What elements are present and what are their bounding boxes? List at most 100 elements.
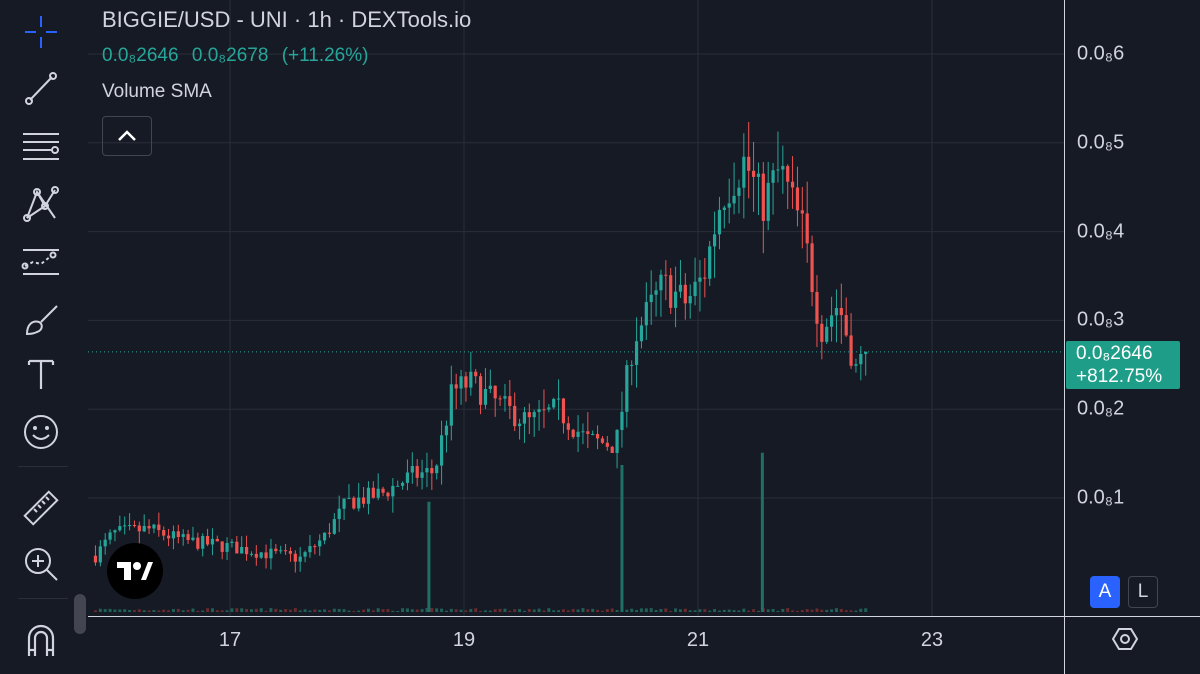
candle-body bbox=[800, 210, 804, 214]
ruler-icon[interactable] bbox=[14, 484, 68, 532]
time-axis[interactable]: 17 19 21 23 bbox=[88, 616, 1064, 674]
price-axis[interactable]: 0.0₈1 0.0₈2 0.0₈3 0.0₈4 0.0₈5 0.0₈6 bbox=[1064, 0, 1200, 616]
candle-body bbox=[318, 540, 322, 547]
volume-bar bbox=[664, 608, 668, 612]
indicator-legend-volume-sma[interactable]: Volume SMA bbox=[102, 81, 212, 102]
volume-bar bbox=[547, 608, 551, 612]
candle-body bbox=[586, 431, 590, 434]
toolbar-divider bbox=[18, 598, 68, 599]
candle-body bbox=[249, 553, 254, 555]
emoji-icon[interactable] bbox=[14, 408, 68, 456]
volume-bar bbox=[337, 608, 341, 612]
volume-bar bbox=[210, 608, 214, 612]
volume-bar bbox=[196, 610, 200, 612]
candle-body bbox=[576, 431, 580, 437]
candle-body bbox=[347, 497, 351, 499]
tradingview-logo-mark bbox=[117, 562, 153, 580]
text-icon[interactable] bbox=[14, 350, 68, 398]
volume-bar bbox=[742, 608, 746, 612]
candle-body bbox=[527, 412, 531, 418]
volume-bar bbox=[698, 609, 702, 612]
volume-bar bbox=[444, 610, 448, 612]
candle-body bbox=[259, 552, 263, 558]
symbol-legend-title[interactable]: BIGGIE/USD - UNI · 1h · DEXTools.io bbox=[102, 7, 472, 32]
volume-bar bbox=[259, 608, 263, 612]
volume-bar bbox=[561, 609, 565, 612]
volume-bar bbox=[674, 608, 678, 612]
candle-body bbox=[337, 508, 341, 520]
prediction-icon[interactable] bbox=[14, 238, 68, 286]
candle-body bbox=[722, 207, 726, 210]
volume-bar bbox=[313, 609, 317, 612]
volume-bar bbox=[513, 609, 517, 612]
candle-body bbox=[415, 466, 419, 478]
candle-body bbox=[815, 291, 819, 324]
candle-body bbox=[820, 323, 824, 342]
volume-bar bbox=[576, 609, 580, 612]
legend-change-value: (+11.26%) bbox=[281, 45, 369, 66]
crosshair-icon[interactable] bbox=[14, 8, 68, 56]
volume-bar bbox=[527, 609, 531, 612]
log-scale-button[interactable]: L bbox=[1128, 576, 1158, 608]
last-price-label: 0.0₈2646 +812.75% bbox=[1066, 341, 1180, 389]
fib-retracement-icon[interactable] bbox=[14, 122, 68, 170]
tradingview-logo[interactable] bbox=[107, 543, 163, 599]
candle-body bbox=[352, 497, 356, 509]
candle-body bbox=[449, 384, 453, 426]
legend-open-value: 0.0₈2646 bbox=[102, 45, 179, 66]
volume-bar bbox=[571, 609, 575, 612]
chart-settings-button[interactable] bbox=[1108, 622, 1142, 656]
volume-bar bbox=[469, 608, 473, 612]
volume-bar bbox=[483, 610, 487, 612]
candle-body bbox=[127, 524, 132, 526]
price-tick-label: 0.0₈2 bbox=[1077, 397, 1125, 420]
candle-body bbox=[839, 308, 843, 316]
candle-body bbox=[142, 525, 146, 532]
volume-bar bbox=[635, 610, 639, 612]
candle-body bbox=[566, 423, 570, 430]
candle-body bbox=[644, 302, 648, 326]
candle-body bbox=[790, 181, 795, 188]
candle-body bbox=[766, 182, 770, 221]
volume-bar bbox=[430, 608, 434, 612]
candlestick-chart[interactable] bbox=[88, 0, 1064, 616]
trend-line-icon[interactable] bbox=[14, 64, 68, 112]
volume-bar bbox=[776, 610, 780, 612]
volume-bar bbox=[669, 610, 673, 612]
candle-body bbox=[478, 376, 483, 405]
candle-body bbox=[157, 524, 161, 531]
candle-body bbox=[205, 535, 210, 545]
volume-bar bbox=[771, 608, 775, 612]
candle-body bbox=[712, 234, 717, 247]
zoom-in-icon[interactable] bbox=[14, 540, 68, 588]
volume-bar bbox=[396, 610, 400, 612]
candle-body bbox=[625, 365, 629, 412]
candle-body bbox=[620, 411, 624, 430]
volume-bar bbox=[347, 610, 351, 612]
volume-bar bbox=[834, 608, 838, 612]
volume-bar bbox=[659, 609, 663, 612]
candle-body bbox=[123, 525, 127, 527]
volume-bar bbox=[264, 610, 268, 612]
magnet-icon[interactable] bbox=[14, 616, 68, 664]
volume-bar bbox=[220, 610, 224, 612]
volume-bar bbox=[820, 609, 824, 612]
volume-bar bbox=[522, 610, 526, 612]
candle-body bbox=[93, 555, 98, 563]
brush-icon[interactable] bbox=[14, 296, 68, 344]
volume-bar bbox=[132, 610, 136, 612]
volume-bar bbox=[176, 608, 180, 612]
candle-body bbox=[542, 409, 546, 411]
pattern-icon[interactable] bbox=[14, 180, 68, 228]
auto-scale-button[interactable]: A bbox=[1090, 576, 1120, 608]
time-tick-label: 19 bbox=[452, 629, 476, 651]
volume-bar bbox=[683, 608, 687, 612]
volume-bar bbox=[717, 610, 721, 612]
candle-body bbox=[444, 425, 449, 436]
candle-body bbox=[327, 532, 332, 534]
candle-body bbox=[698, 277, 702, 282]
toolbar-scroll-handle[interactable] bbox=[74, 594, 86, 634]
legend-collapse-button[interactable] bbox=[102, 116, 152, 156]
chart-pane[interactable] bbox=[88, 0, 1064, 616]
volume-bar bbox=[201, 610, 205, 612]
